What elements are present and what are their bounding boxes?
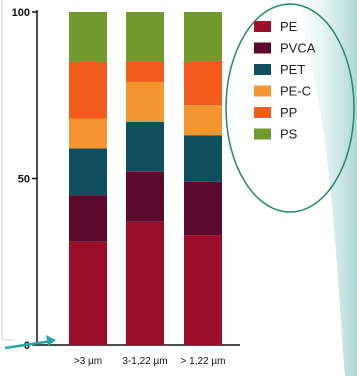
legend-swatch-pe-c bbox=[254, 85, 271, 97]
x-category-label: >3 µm bbox=[74, 356, 102, 367]
legend-swatch-pvca bbox=[254, 42, 271, 54]
bar-segment-pvca bbox=[69, 195, 107, 242]
bar-segment-pp bbox=[69, 61, 107, 119]
legend-label-pvca: PVCA bbox=[280, 41, 316, 56]
bar-segment-ps bbox=[184, 12, 222, 62]
legend-highlight-ellipse bbox=[225, 3, 355, 213]
legend: PE PVCA PET PE-C PP PS bbox=[254, 19, 316, 142]
x-category-label: > 1,22 µm bbox=[181, 356, 226, 367]
bar-segment-ps bbox=[126, 12, 164, 62]
bar-segment-pet bbox=[184, 135, 222, 182]
legend-label-pe-c: PE-C bbox=[280, 84, 311, 99]
bar-segment-pe-c bbox=[126, 81, 164, 122]
bar-segment-pe bbox=[184, 235, 222, 345]
annotation-arrow bbox=[4, 335, 56, 350]
legend-swatch-pp bbox=[254, 107, 271, 118]
bar-segment-pvca bbox=[184, 181, 222, 236]
bar-segment-pet bbox=[69, 148, 107, 196]
bars bbox=[69, 12, 222, 345]
y-tick-label: 100 bbox=[12, 7, 30, 19]
bar-segment-pp bbox=[126, 61, 164, 82]
x-category-label: 3-1,22 µm bbox=[122, 356, 167, 367]
bar-segment-pvca bbox=[126, 171, 164, 222]
legend-swatch-ps bbox=[254, 128, 271, 140]
legend-label-pet: PET bbox=[280, 62, 305, 77]
legend-swatch-pe bbox=[254, 21, 271, 32]
bar-segment-pe bbox=[126, 221, 164, 345]
y-tick-label: 50 bbox=[18, 174, 30, 186]
bar-segment-ps bbox=[69, 12, 107, 62]
bar-segment-pe-c bbox=[69, 118, 107, 149]
legend-label-ps: PS bbox=[280, 127, 298, 142]
legend-label-pp: PP bbox=[280, 105, 297, 120]
legend-label-pe: PE bbox=[280, 19, 298, 34]
legend-swatch-pet bbox=[254, 64, 271, 75]
bar-segment-pet bbox=[126, 121, 164, 172]
bar-segment-pp bbox=[184, 61, 222, 106]
bar-segment-pe-c bbox=[184, 105, 222, 136]
y-ticks: 0 50 100 bbox=[12, 7, 37, 352]
x-labels: >3 µm 3-1,22 µm > 1,22 µm bbox=[74, 356, 226, 367]
decorative-teal-swoosh bbox=[300, 0, 357, 376]
bar-segment-pe bbox=[69, 241, 107, 345]
y-tick-label: 0 bbox=[24, 340, 30, 352]
